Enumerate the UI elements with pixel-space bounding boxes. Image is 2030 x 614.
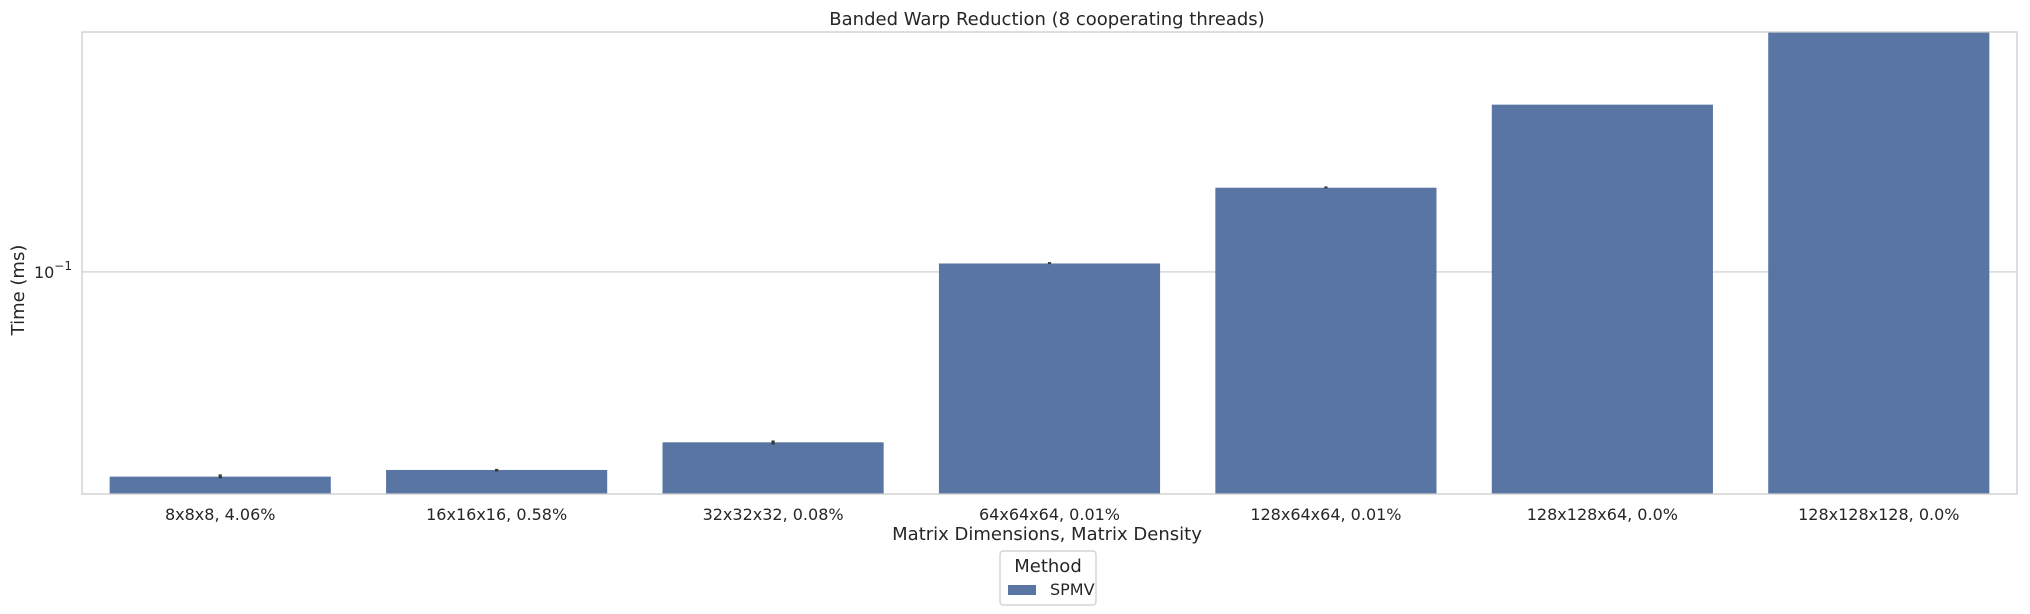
x-tick-label: 16x16x16, 0.58% <box>426 505 567 524</box>
plot-frame <box>81 31 2018 495</box>
x-tick-label: 128x128x128, 0.0% <box>1798 505 1959 524</box>
error-bars <box>218 186 1328 479</box>
x-tick-label: 32x32x32, 0.08% <box>703 505 844 524</box>
legend-title: Method <box>1014 556 1082 577</box>
x-tick-label: 64x64x64, 0.01% <box>979 505 1120 524</box>
bar <box>109 476 331 494</box>
legend: Method SPMV <box>999 550 1097 606</box>
bars <box>109 32 1990 495</box>
x-tick-label: 128x64x64, 0.01% <box>1250 505 1401 524</box>
x-axis-label: Matrix Dimensions, Matrix Density <box>892 524 1202 545</box>
bar <box>386 469 608 494</box>
y-axis-label: Time (ms) <box>8 245 29 337</box>
bar <box>938 263 1161 494</box>
legend-swatch-spmv <box>1008 585 1036 595</box>
bar <box>1768 32 1990 494</box>
bar <box>1215 187 1437 494</box>
x-tick-label: 128x128x64, 0.0% <box>1527 505 1678 524</box>
chart-title: Banded Warp Reduction (8 cooperating thr… <box>829 9 1264 30</box>
x-tick-labels: 8x8x8, 4.06% 16x16x16, 0.58% 32x32x32, 0.0… <box>165 505 1960 524</box>
y-tick-exponent: −1 <box>54 259 72 273</box>
y-tick-labels: 10−1 <box>34 259 72 282</box>
y-tick-label: 10−1 <box>34 259 72 282</box>
y-tick-base: 10 <box>34 263 54 282</box>
x-tick-label: 8x8x8, 4.06% <box>165 505 275 524</box>
bar <box>662 442 884 494</box>
legend-entry-spmv: SPMV <box>1050 580 1095 599</box>
bar <box>1491 104 1713 495</box>
